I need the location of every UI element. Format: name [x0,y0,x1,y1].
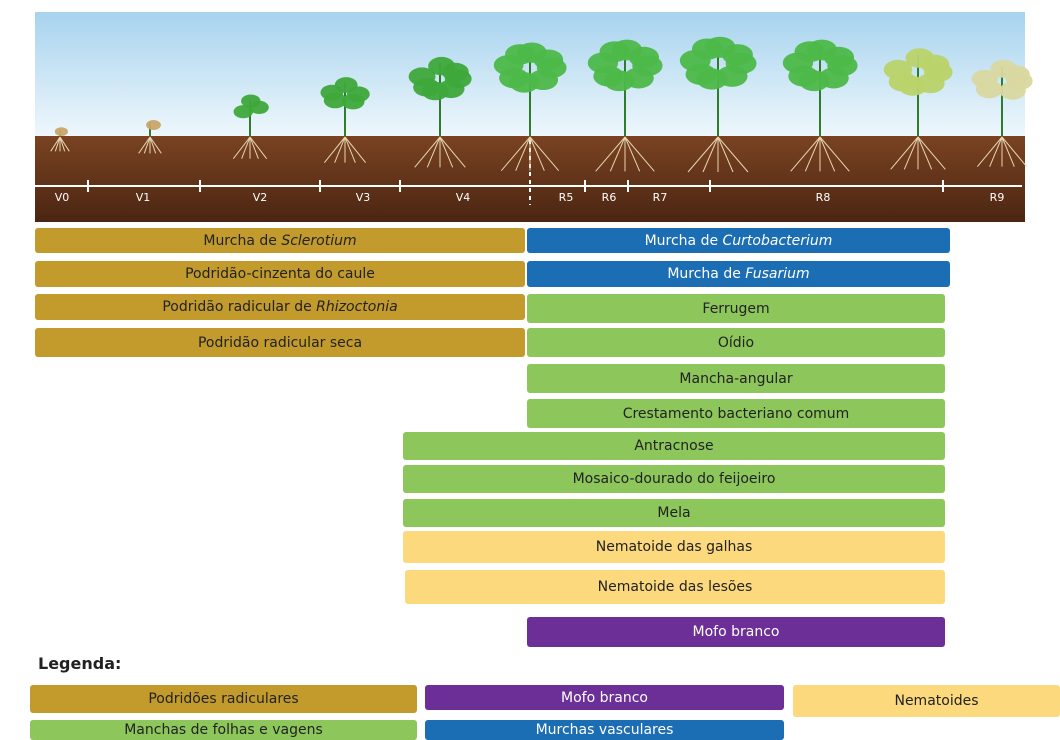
disease-bar: Mela [403,499,945,527]
leaf [799,70,829,91]
disease-bar: Oídio [527,328,945,357]
legend-item: Manchas de folhas e vagens [30,720,417,740]
stage-label: R5 [559,191,574,204]
leaf [972,70,998,88]
leaf [146,120,161,130]
disease-label: Murcha de [203,233,281,249]
disease-bar: Podridão radicular de Rhizoctonia [35,294,525,320]
disease-bar: Murcha de Fusarium [527,261,950,287]
disease-bar: Murcha de Sclerotium [35,228,525,253]
disease-label: Podridão radicular seca [198,335,362,351]
stage-label: R7 [653,191,668,204]
leaf [533,49,563,69]
disease-bar: Murcha de Curtobacterium [527,228,950,253]
leaf [604,70,634,91]
stage-label: V1 [136,191,151,204]
disease-label: Curtobacterium [723,233,833,249]
stage-label: R6 [602,191,617,204]
leaf [1004,65,1030,83]
disease-label: Nematoide das galhas [596,539,753,555]
disease-label: Mancha-angular [679,371,792,387]
leaf [921,55,950,75]
disease-label: Mosaico-dourado do feijoeiro [573,471,776,487]
disease-label: Antracnose [634,438,713,454]
disease-label: Ferrugem [702,301,769,317]
disease-bar: Ferrugem [527,294,945,323]
leaf [795,41,825,62]
disease-bar: Nematoide das galhas [403,531,945,563]
legend-item: Podridões radiculares [30,685,417,713]
disease-bar: Mancha-angular [527,364,945,393]
disease-bar: Mosaico-dourado do feijoeiro [403,465,945,493]
stage-label: R9 [990,191,1005,204]
legend-title: Legenda: [38,654,121,673]
disease-label: Podridão radicular de [162,299,316,315]
legend-item: Nematoides [793,685,1060,717]
disease-label: Rhizoctonia [316,299,398,315]
leaf [1000,82,1026,100]
disease-label: Crestamento bacteriano comum [623,406,850,422]
disease-bar: Nematoide das lesões [405,570,945,604]
leaf [629,47,659,68]
leaf [692,38,723,59]
leaf [241,94,260,107]
disease-label: Fusarium [745,266,809,282]
disease-label: Sclerotium [281,233,356,249]
disease-label: Murcha de [667,266,745,282]
leaf [898,76,927,96]
disease-bar: Podridão-cinzenta do caule [35,261,525,287]
leaf [824,47,854,68]
disease-label: Oídio [718,335,754,351]
stage-label: V0 [55,191,70,204]
leaf [510,72,540,92]
stage-label: V3 [356,191,371,204]
leaf [722,44,753,65]
legend-item: Mofo branco [425,685,784,710]
leaf [422,82,449,100]
stage-label: V2 [253,191,268,204]
leaf [884,60,913,80]
disease-bar: Podridão radicular seca [35,328,525,357]
stage-label: V4 [456,191,471,204]
legend-item: Murchas vasculares [425,720,784,740]
leaf [697,68,728,89]
leaf [342,94,365,110]
disease-bar: Mofo branco [527,617,945,647]
disease-label: Mofo branco [693,624,780,640]
disease-bar: Crestamento bacteriano comum [527,399,945,428]
disease-bar: Antracnose [403,432,945,460]
leaf [505,44,535,64]
leaf [600,41,630,62]
disease-label: Podridão-cinzenta do caule [185,266,375,282]
disease-label: Mela [657,505,690,521]
disease-label: Nematoide das lesões [598,579,753,595]
leaf [442,63,469,81]
growth-stages: V0 V1 V2 V3 V4 R5 R6 R7 R8 R9 [0,0,1060,225]
stage-label: R8 [816,191,831,204]
leaf [55,127,68,136]
leaf [320,85,343,101]
disease-label: Murcha de [645,233,723,249]
page: V0 V1 V2 V3 V4 R5 R6 R7 R8 R9 Murcha de Sclerotiu… [0,0,1060,740]
